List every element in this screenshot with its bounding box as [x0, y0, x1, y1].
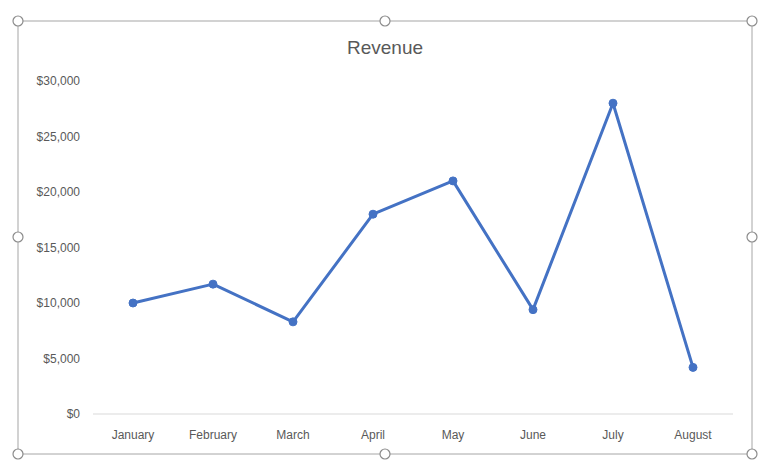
y-tick-label: $30,000 [37, 74, 81, 88]
resize-handle[interactable] [13, 16, 23, 26]
chart-title: Revenue [347, 37, 423, 58]
resize-handle[interactable] [747, 232, 757, 242]
x-tick-label: January [112, 428, 155, 442]
y-tick-label: $10,000 [37, 296, 81, 310]
data-point [609, 99, 617, 107]
x-tick-label: February [189, 428, 237, 442]
data-point [129, 299, 137, 307]
y-tick-label: $20,000 [37, 185, 81, 199]
tick-mark [92, 136, 93, 137]
data-point [449, 177, 457, 185]
data-point [369, 210, 377, 218]
x-axis-line [93, 414, 733, 415]
tick-mark [92, 358, 93, 359]
chart-frame [18, 21, 752, 454]
tick-mark [92, 192, 93, 193]
resize-handle[interactable] [380, 449, 390, 459]
plot-area [129, 99, 697, 371]
tick-mark [92, 81, 93, 82]
x-tick-label: March [276, 428, 309, 442]
tick-mark [92, 414, 93, 415]
resize-handle[interactable] [747, 16, 757, 26]
data-point [689, 363, 697, 371]
x-tick-label: August [674, 428, 712, 442]
y-tick-label: $15,000 [37, 241, 81, 255]
data-point [289, 318, 297, 326]
series-line [133, 103, 693, 367]
y-tick-label: $5,000 [43, 352, 80, 366]
data-point [529, 306, 537, 314]
x-tick-label: June [520, 428, 546, 442]
y-tick-label: $0 [67, 407, 81, 421]
resize-handle[interactable] [13, 232, 23, 242]
resize-handle[interactable] [747, 449, 757, 459]
tick-mark [92, 303, 93, 304]
tick-mark [92, 247, 93, 248]
resize-handle[interactable] [13, 449, 23, 459]
x-tick-label: April [361, 428, 385, 442]
resize-handle[interactable] [380, 16, 390, 26]
x-tick-label: May [442, 428, 465, 442]
chart: Revenue $0 $5,000 $10,000 $15,000 $20,000 $25,… [0, 0, 768, 470]
y-tick-label: $25,000 [37, 130, 81, 144]
x-tick-label: July [602, 428, 623, 442]
data-point [209, 280, 217, 288]
